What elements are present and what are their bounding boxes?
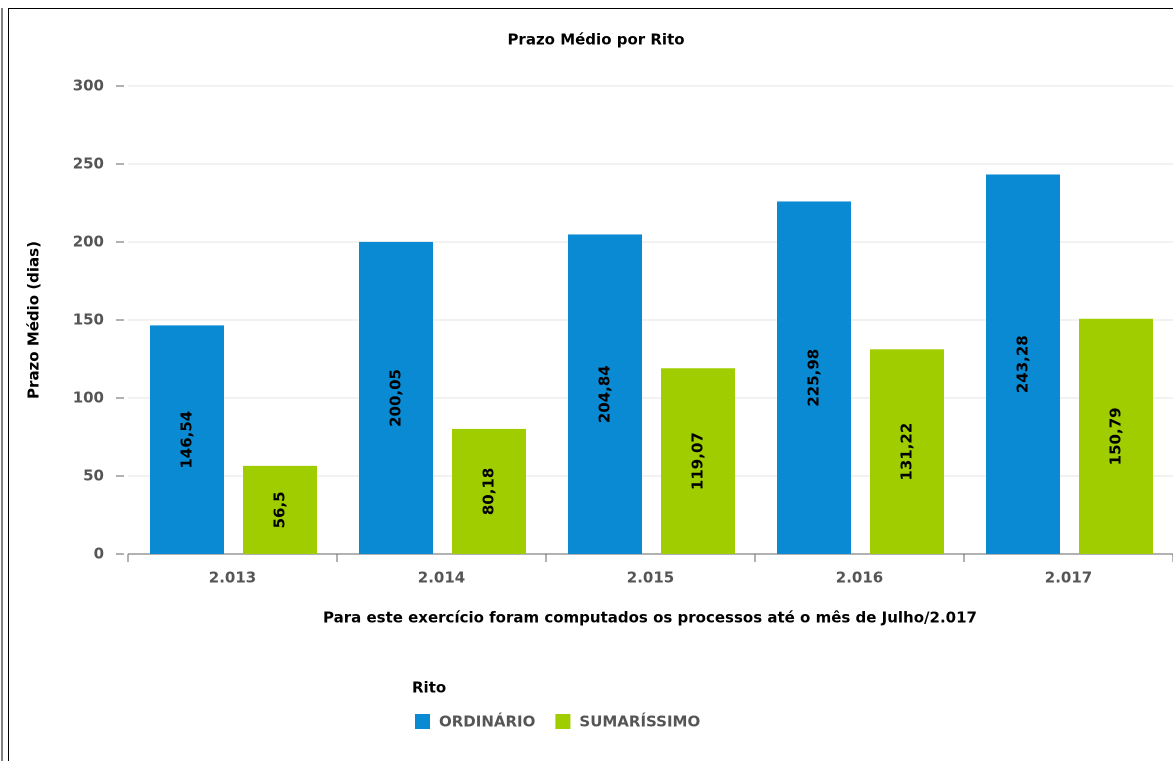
y-tick-label: 250 (73, 155, 104, 173)
value-label: 243,28 (1014, 335, 1032, 393)
value-label: 131,22 (898, 423, 916, 481)
x-tick-label: 2.016 (836, 569, 883, 587)
y-tick-label: 0 (94, 545, 104, 563)
legend-title: Rito (412, 679, 446, 697)
x-tick-label: 2.017 (1045, 569, 1092, 587)
x-axis-label: Para este exercício foram computados os … (323, 609, 977, 627)
y-tick-label: 200 (73, 233, 104, 251)
chart-title: Prazo Médio por Rito (507, 31, 684, 49)
value-label: 200,05 (387, 369, 405, 427)
value-label: 146,54 (178, 411, 196, 469)
y-axis-label: Prazo Médio (dias) (25, 241, 43, 399)
y-tick-label: 50 (83, 467, 104, 485)
value-label: 204,84 (596, 365, 614, 423)
value-label: 80,18 (480, 468, 498, 515)
legend-label: ORDINÁRIO (439, 712, 535, 731)
value-label: 150,79 (1107, 407, 1125, 465)
value-label: 56,5 (271, 491, 289, 528)
value-label: 225,98 (805, 349, 823, 407)
y-tick-label: 100 (73, 389, 104, 407)
legend-label: SUMARÍSSIMO (579, 712, 700, 731)
y-tick-label: 300 (73, 77, 104, 95)
x-tick-label: 2.015 (627, 569, 674, 587)
y-tick-label: 150 (73, 311, 104, 329)
x-tick-label: 2.014 (418, 569, 465, 587)
legend-swatch (555, 714, 570, 729)
x-tick-label: 2.013 (209, 569, 256, 587)
value-label: 119,07 (689, 432, 707, 490)
legend-swatch (415, 714, 430, 729)
